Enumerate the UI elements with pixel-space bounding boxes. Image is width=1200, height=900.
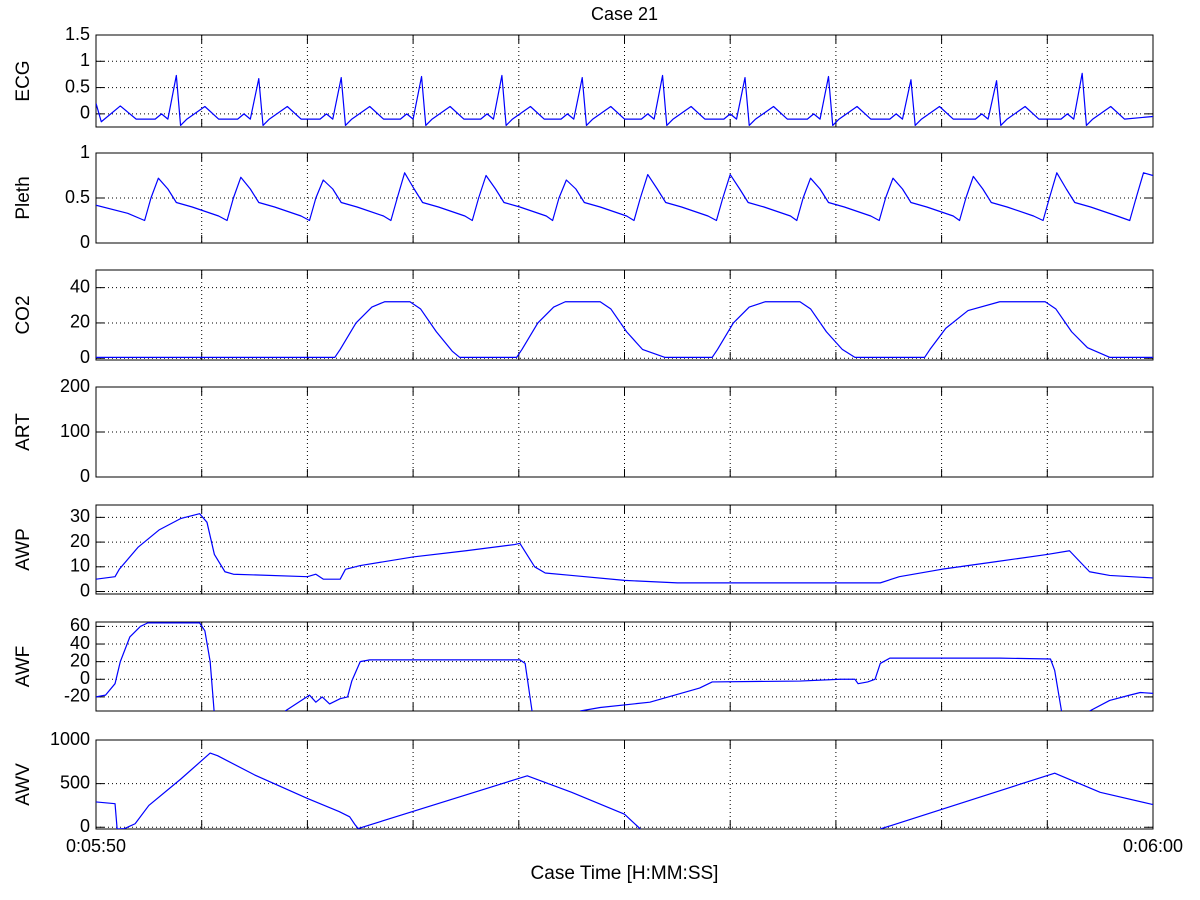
- x-tick-label: 0:05:50: [66, 836, 126, 856]
- y-tick-label: 20: [70, 650, 90, 670]
- y-tick-label: 200: [60, 376, 90, 396]
- y-axis-label: AWV: [13, 763, 34, 806]
- signal-line: [96, 752, 1153, 829]
- x-tick-label: 0:06:00: [1123, 836, 1183, 856]
- y-tick-label: 0: [80, 580, 90, 600]
- signal-line: [96, 72, 1153, 127]
- y-tick-label: 0: [80, 347, 90, 367]
- y-tick-label: 40: [70, 276, 90, 296]
- panel-frame: [95, 34, 1154, 128]
- y-tick-label: 0.5: [65, 76, 90, 96]
- y-tick-label: 30: [70, 506, 90, 526]
- y-tick-label: 0: [80, 232, 90, 252]
- y-axis-label: AWP: [13, 528, 34, 571]
- plot-area: [96, 72, 1153, 127]
- y-axis-label: AWF: [13, 646, 34, 688]
- y-axis-label: Pleth: [13, 176, 34, 219]
- y-tick-label: 1000: [50, 729, 90, 749]
- y-tick-label: 20: [70, 531, 90, 551]
- plot-area: [96, 513, 1153, 584]
- y-axis-label: ECG: [13, 60, 34, 101]
- signal-line: [96, 172, 1153, 222]
- y-tick-label: 1.5: [65, 24, 90, 44]
- plot-area: [96, 752, 1153, 829]
- signal-line: [96, 622, 1153, 711]
- y-tick-label: 0: [80, 466, 90, 486]
- y-axis-label: ART: [13, 413, 34, 451]
- y-tick-label: 500: [60, 772, 90, 792]
- y-tick-label: 1: [80, 50, 90, 70]
- y-tick-label: 10: [70, 556, 90, 576]
- y-tick-label: 20: [70, 312, 90, 332]
- y-axis-label: CO2: [13, 295, 34, 334]
- y-tick-label: 40: [70, 633, 90, 653]
- y-tick-label: 0.5: [65, 187, 90, 207]
- y-tick-label: 100: [60, 421, 90, 441]
- y-tick-label: 0: [80, 816, 90, 836]
- y-tick-label: -20: [64, 686, 90, 706]
- y-tick-label: 1: [80, 142, 90, 162]
- plot-area: [96, 622, 1153, 711]
- plot-area: [96, 301, 1153, 358]
- y-tick-label: 60: [70, 615, 90, 635]
- chart-title: Case 21: [591, 4, 658, 24]
- plot-area: [96, 172, 1153, 222]
- x-axis-label: Case Time [H:MM:SS]: [531, 863, 719, 884]
- signal-line: [96, 301, 1153, 358]
- y-tick-label: 0: [80, 103, 90, 123]
- signal-line: [96, 513, 1153, 584]
- y-tick-label: 0: [80, 668, 90, 688]
